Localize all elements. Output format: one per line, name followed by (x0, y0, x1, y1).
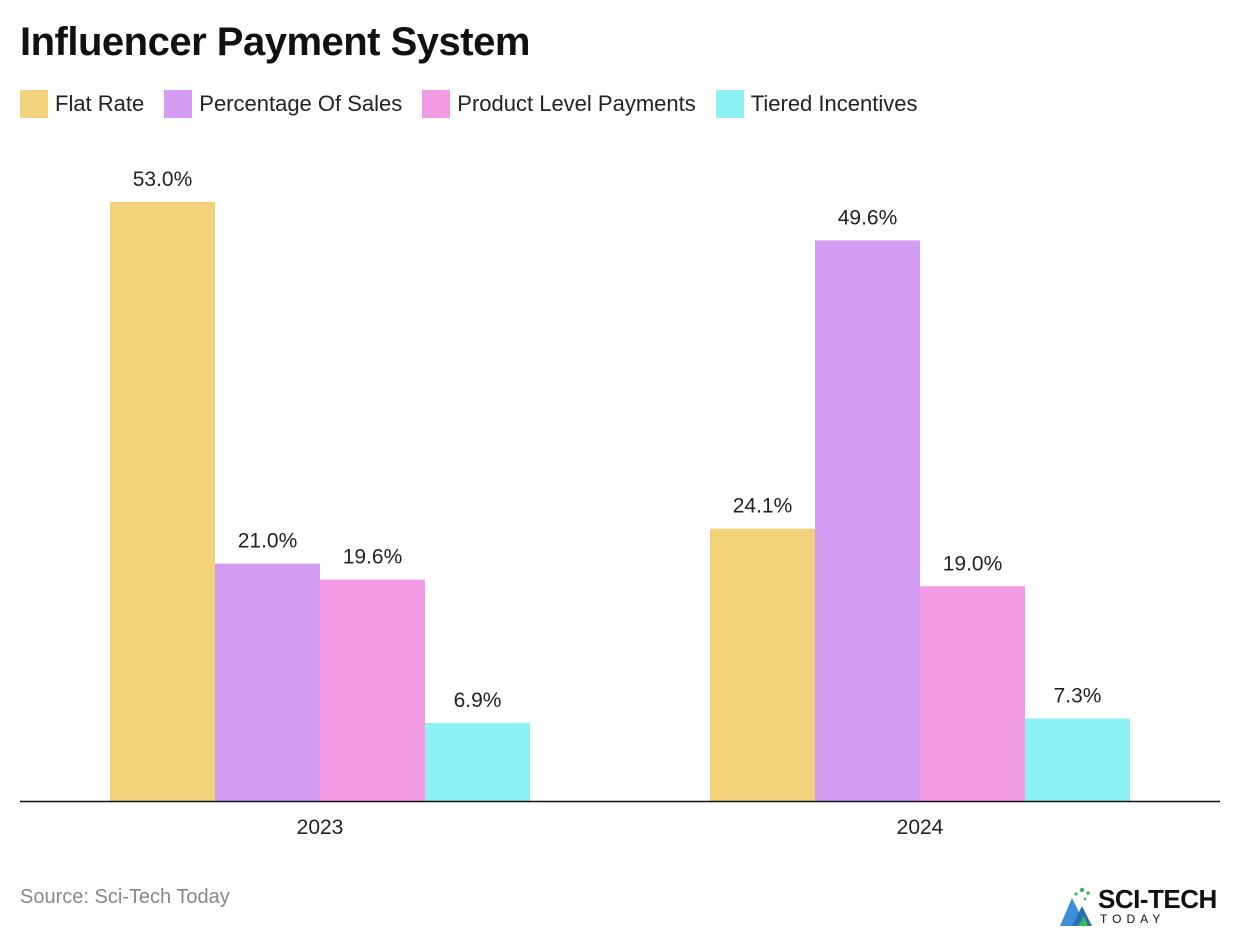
data-label: 6.9% (454, 689, 502, 712)
bar (425, 723, 530, 801)
data-label: 19.0% (943, 552, 1003, 575)
source-note: Source: Sci-Tech Today (20, 886, 230, 908)
bar (920, 586, 1025, 801)
legend-label: Percentage Of Sales (199, 91, 403, 116)
legend: Flat Rate Percentage Of Sales Product Le… (20, 90, 937, 118)
legend-item-percentage-of-sales: Percentage Of Sales (164, 90, 402, 118)
legend-swatch (422, 90, 451, 118)
logo-wordmark: SCI-TECH (1098, 884, 1217, 914)
brand-logo: SCI-TECH TODAY (1058, 884, 1233, 930)
legend-item-product-level-payments: Product Level Payments (422, 90, 696, 118)
data-label: 21.0% (238, 530, 298, 553)
data-label: 24.1% (733, 495, 793, 518)
legend-item-tiered-incentives: Tiered Incentives (715, 90, 918, 118)
legend-label: Product Level Payments (457, 91, 696, 116)
logo-mark-icon (1060, 887, 1092, 926)
logo-subtitle: TODAY (1100, 912, 1166, 926)
chart-title: Influencer Payment System (20, 20, 530, 64)
x-tick-label: 2023 (297, 816, 344, 839)
data-label: 19.6% (343, 545, 403, 568)
x-tick-label: 2024 (897, 816, 944, 839)
legend-item-flat-rate: Flat Rate (20, 90, 144, 118)
legend-swatch (715, 90, 744, 118)
data-label: 53.0% (133, 168, 193, 191)
legend-label: Flat Rate (55, 91, 145, 116)
legend-swatch (20, 90, 48, 118)
bar (215, 563, 320, 801)
bar (710, 528, 815, 801)
data-label: 7.3% (1054, 684, 1102, 707)
legend-swatch (164, 90, 193, 118)
data-label: 49.6% (838, 206, 898, 229)
bar (815, 240, 920, 802)
bar (110, 202, 215, 801)
bar (320, 579, 425, 801)
bar (1025, 718, 1130, 801)
legend-label: Tiered Incentives (750, 91, 918, 116)
